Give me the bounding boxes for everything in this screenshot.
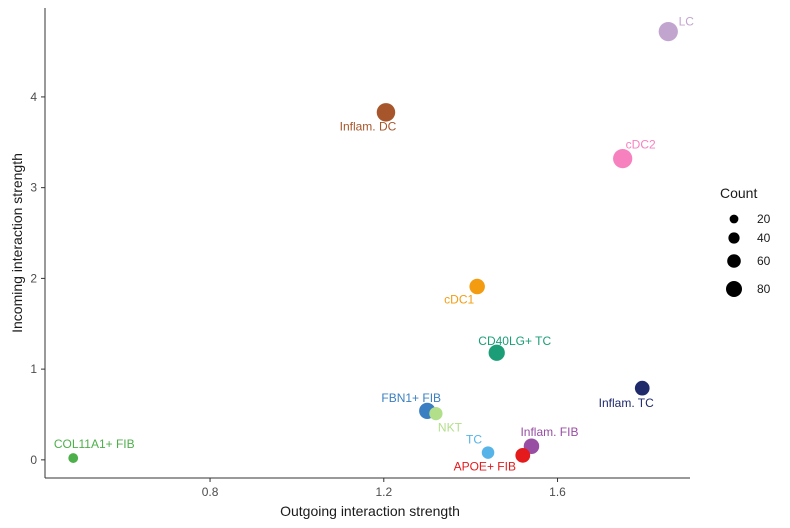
y-tick-label: 0 xyxy=(30,453,37,467)
label-apoe-fib: APOE+ FIB xyxy=(454,459,516,473)
label-col11a1-fib: COL11A1+ FIB xyxy=(54,437,135,451)
legend-label-40: 40 xyxy=(757,231,771,245)
point-cdc2 xyxy=(613,148,633,169)
point-nkt xyxy=(429,406,443,421)
label-cdc2: cDC2 xyxy=(626,138,656,152)
legend-label-80: 80 xyxy=(757,282,771,296)
label-tc: TC xyxy=(466,433,482,447)
legend-key-20 xyxy=(729,214,739,224)
x-tick-label: 1.2 xyxy=(375,485,392,499)
x-ticks: 0.8 1.2 1.6 xyxy=(202,478,566,499)
point-cd40lg-tc xyxy=(488,344,505,361)
label-cd40lg-tc: CD40LG+ TC xyxy=(478,334,551,348)
point-cdc1 xyxy=(469,278,485,295)
y-tick-label: 2 xyxy=(30,271,37,285)
label-inflam-dc: Inflam. DC xyxy=(340,119,397,133)
point-col11a1-fib xyxy=(68,453,79,463)
y-tick-label: 3 xyxy=(30,181,37,195)
point-apoe-fib xyxy=(515,447,531,463)
data-points xyxy=(68,21,678,463)
legend-key-60 xyxy=(727,254,741,268)
point-tc xyxy=(481,446,495,459)
label-inflam-fib: Inflam. FIB xyxy=(520,425,578,439)
legend-label-20: 20 xyxy=(757,212,771,226)
legend-key-80 xyxy=(726,281,742,297)
y-ticks: 0 1 2 3 4 xyxy=(30,90,45,467)
point-lc xyxy=(658,21,678,42)
x-tick-label: 1.6 xyxy=(549,485,566,499)
point-labels: LC Inflam. DC cDC2 cDC1 CD40LG+ TC Inflam. TC… xyxy=(54,15,694,474)
axes xyxy=(44,8,690,479)
point-inflam-dc xyxy=(376,103,396,122)
label-fbn1-fib: FBN1+ FIB xyxy=(381,391,441,405)
label-lc: LC xyxy=(679,15,695,29)
label-nkt: NKT xyxy=(438,421,463,435)
point-inflam-tc xyxy=(634,380,650,396)
size-legend: Count 20 40 60 80 xyxy=(720,185,771,297)
label-cdc1: cDC1 xyxy=(444,293,474,307)
x-axis-title: Outgoing interaction strength xyxy=(280,503,460,519)
y-tick-label: 4 xyxy=(30,90,37,104)
y-tick-label: 1 xyxy=(30,362,37,376)
legend-title: Count xyxy=(720,185,757,201)
label-inflam-tc: Inflam. TC xyxy=(599,396,654,410)
x-tick-label: 0.8 xyxy=(202,485,219,499)
y-axis-title: Incoming interaction strength xyxy=(9,153,25,333)
legend-label-60: 60 xyxy=(757,254,771,268)
legend-key-40 xyxy=(728,232,740,244)
